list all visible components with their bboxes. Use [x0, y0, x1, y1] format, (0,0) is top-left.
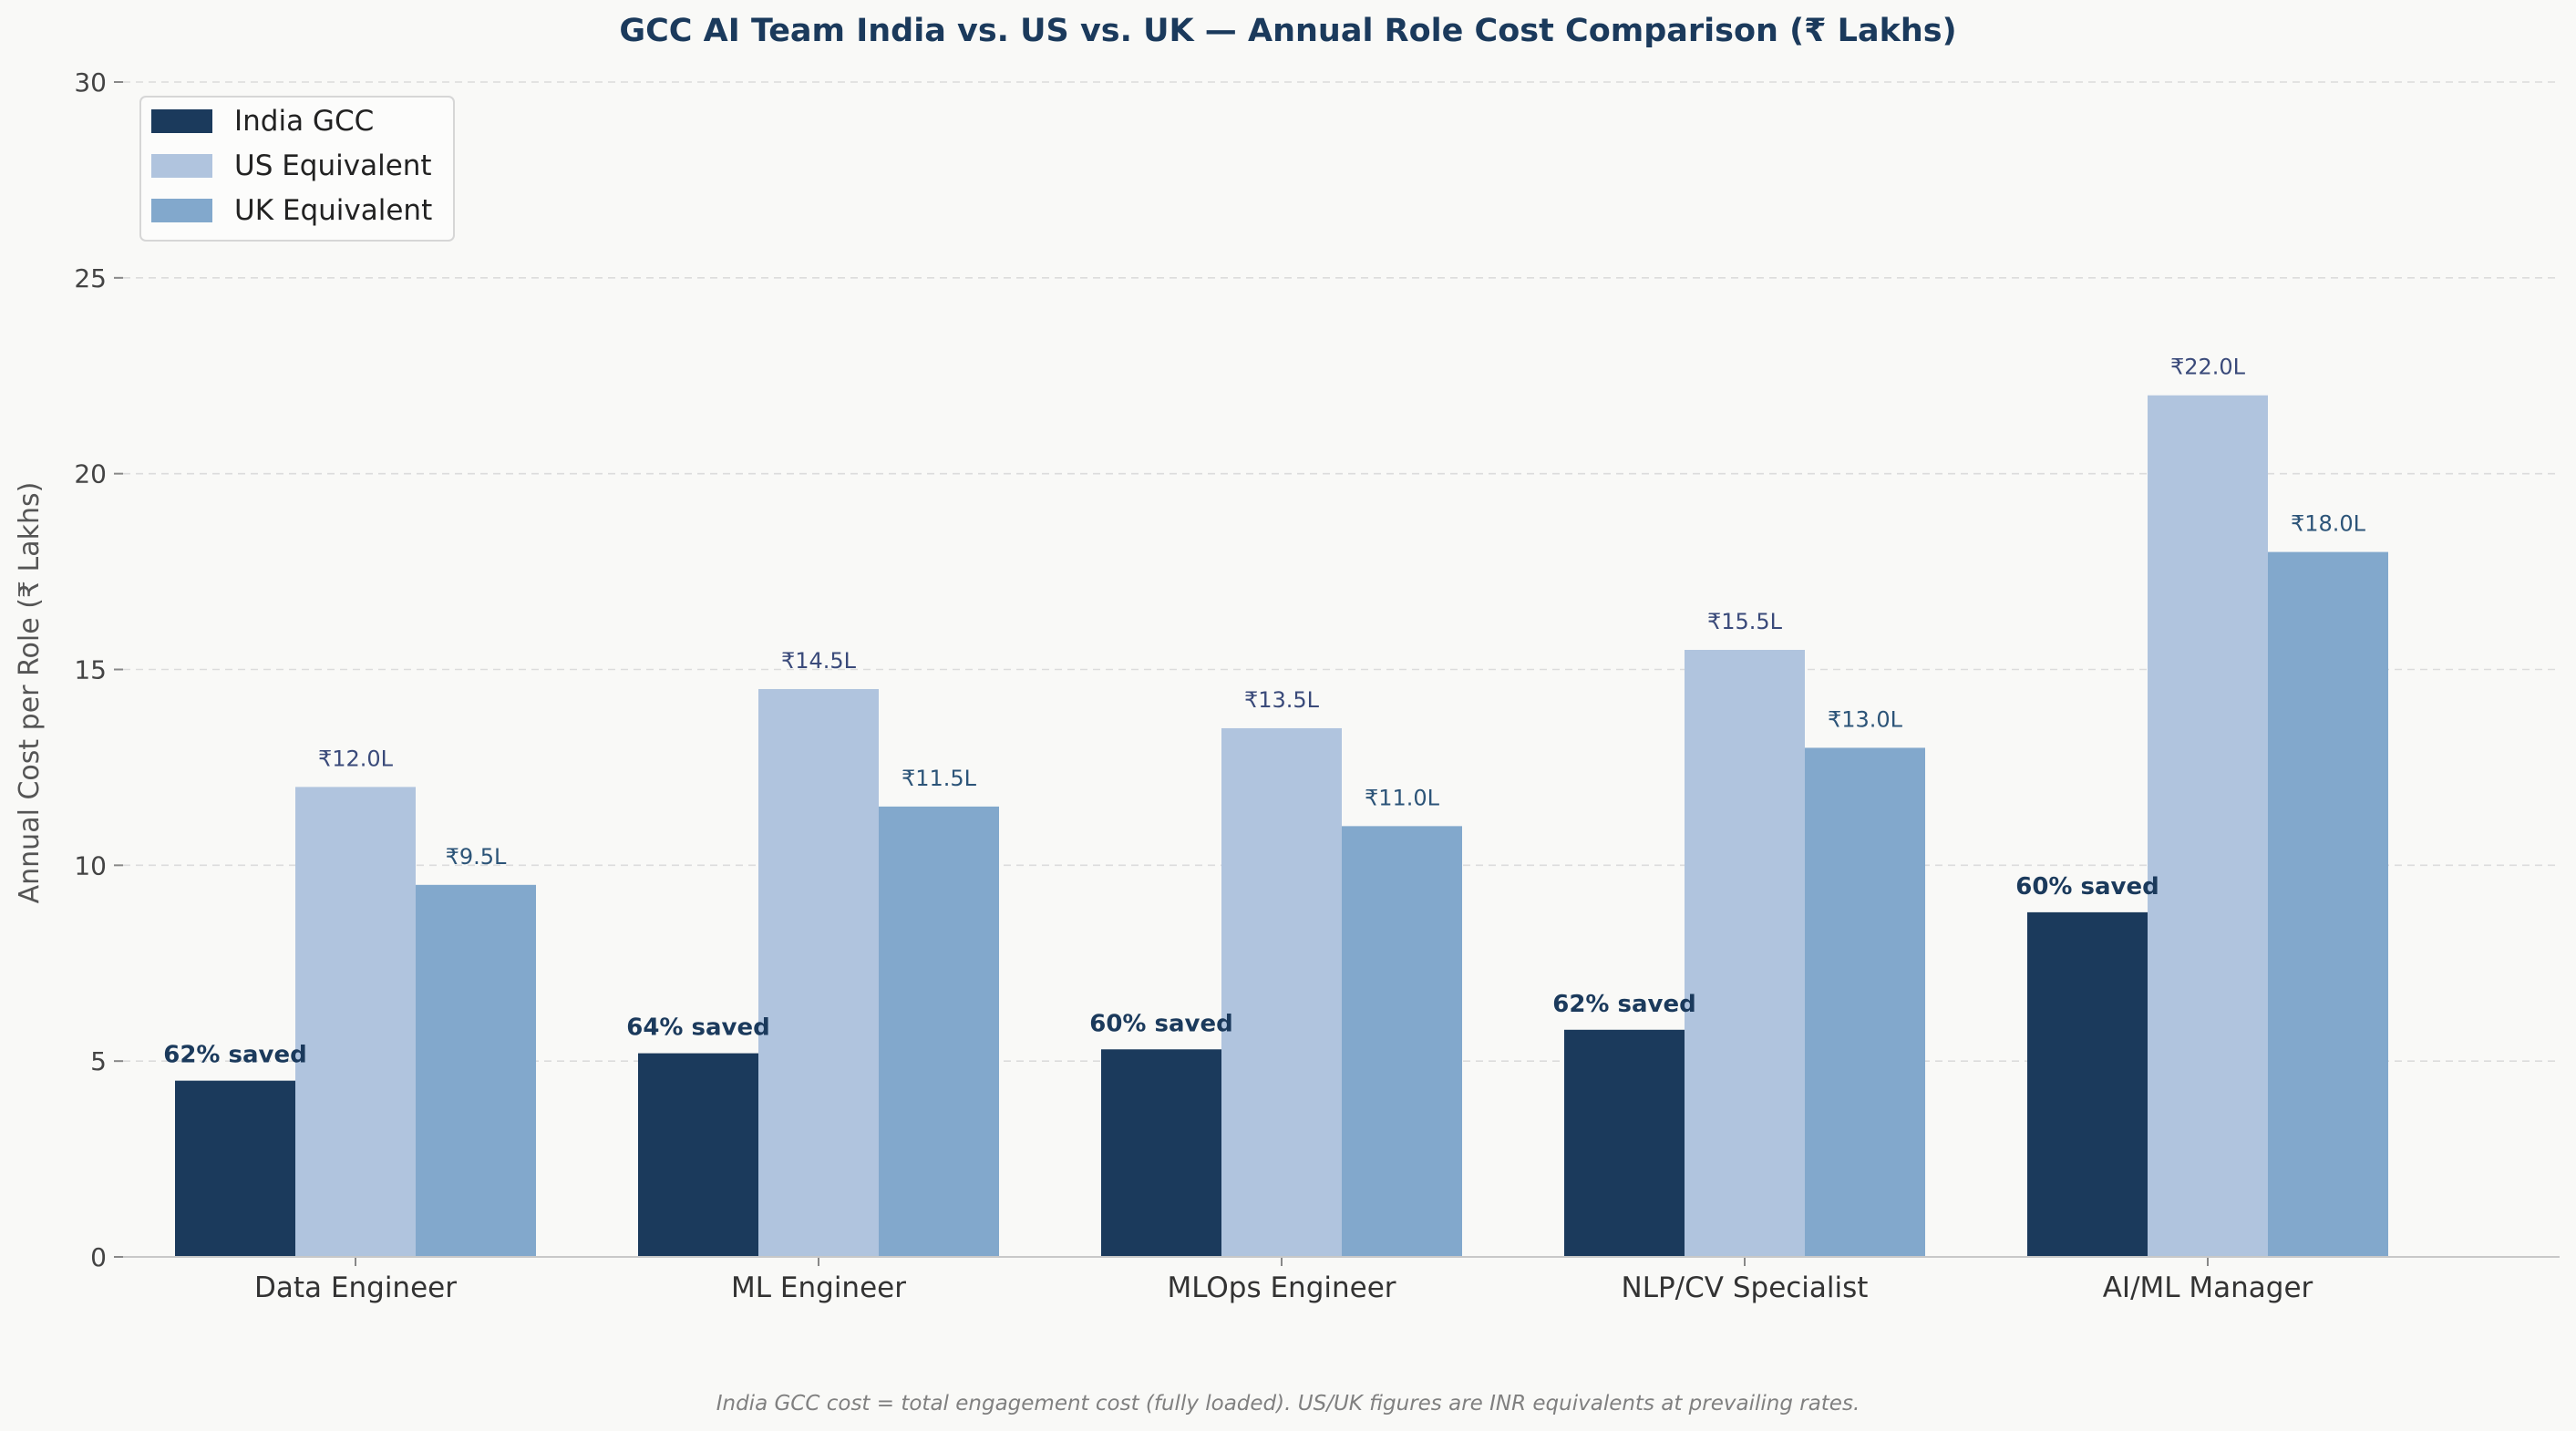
- bars: [175, 395, 2388, 1257]
- legend-items: India GCC US Equivalent UK Equivalent: [151, 105, 432, 227]
- savings-label: 64% saved: [626, 1014, 770, 1042]
- bar: [1805, 747, 1925, 1257]
- bar-value-label: ₹12.0L: [318, 746, 394, 771]
- x-tick-label: NLP/CV Specialist: [1622, 1271, 1869, 1304]
- y-tick-label: 0: [90, 1242, 107, 1272]
- bar: [879, 806, 999, 1257]
- x-tick-label: Data Engineer: [254, 1271, 457, 1304]
- x-tick-label: MLOps Engineer: [1167, 1271, 1396, 1304]
- bar: [2268, 551, 2388, 1257]
- bar: [1101, 1049, 1221, 1257]
- legend-swatch: [151, 199, 212, 222]
- y-tick-label: 30: [74, 67, 107, 98]
- bar: [1564, 1029, 1685, 1257]
- footnote: India GCC cost = total engagement cost (…: [716, 1392, 1860, 1416]
- bar: [758, 688, 879, 1257]
- legend-box: [139, 96, 455, 242]
- bar-value-label: ₹11.0L: [1365, 785, 1440, 810]
- bar-value-label: ₹13.5L: [1244, 687, 1320, 713]
- y-axis-label: Annual Cost per Role (₹ Lakhs): [14, 482, 46, 904]
- bar-value-label: ₹11.5L: [902, 766, 977, 791]
- y-tick-label: 20: [74, 459, 107, 489]
- bar-value-label: ₹22.0L: [2170, 355, 2246, 380]
- legend-swatch: [151, 154, 212, 178]
- x-tick-label: ML Engineer: [731, 1271, 906, 1304]
- bar-value-label: ₹15.5L: [1707, 609, 1783, 634]
- bar: [416, 884, 536, 1257]
- data-labels: 62% saved ₹12.0L ₹9.5L 64% saved ₹14.5L ₹11.5…: [163, 355, 2365, 1069]
- legend-label: US Equivalent: [234, 149, 432, 182]
- savings-label: 62% saved: [163, 1042, 307, 1069]
- bar: [1685, 650, 1805, 1257]
- legend-label: India GCC: [234, 105, 374, 138]
- y-tick-label: 25: [74, 263, 107, 293]
- bar-value-label: ₹9.5L: [446, 844, 507, 870]
- y-tick-label: 15: [74, 655, 107, 685]
- bar: [638, 1053, 758, 1257]
- bar: [2027, 911, 2148, 1257]
- bar: [295, 787, 416, 1257]
- chart-title: GCC AI Team India vs. US vs. UK — Annual…: [619, 13, 1956, 49]
- x-tick-label: AI/ML Manager: [2103, 1271, 2313, 1304]
- bar-value-label: ₹14.5L: [781, 648, 857, 674]
- savings-label: 60% saved: [1089, 1010, 1233, 1037]
- bar: [1342, 826, 1462, 1257]
- legend-swatch: [151, 109, 212, 133]
- bar: [1221, 727, 1342, 1257]
- bar: [175, 1080, 295, 1257]
- y-axis-ticks: 0 5 10 15 20 25 30: [74, 67, 123, 1272]
- y-tick-label: 5: [90, 1046, 107, 1076]
- x-axis-ticks: Data Engineer ML Engineer MLOps Engineer NL…: [254, 1257, 2313, 1304]
- legend: India GCC US Equivalent UK Equivalent: [139, 96, 455, 242]
- y-tick-label: 10: [74, 850, 107, 880]
- legend-label: UK Equivalent: [234, 194, 432, 227]
- bar-value-label: ₹18.0L: [2291, 511, 2366, 537]
- bar: [2148, 395, 2268, 1257]
- savings-label: 60% saved: [2015, 873, 2159, 901]
- bar-value-label: ₹13.0L: [1828, 706, 1903, 732]
- savings-label: 62% saved: [1552, 991, 1696, 1018]
